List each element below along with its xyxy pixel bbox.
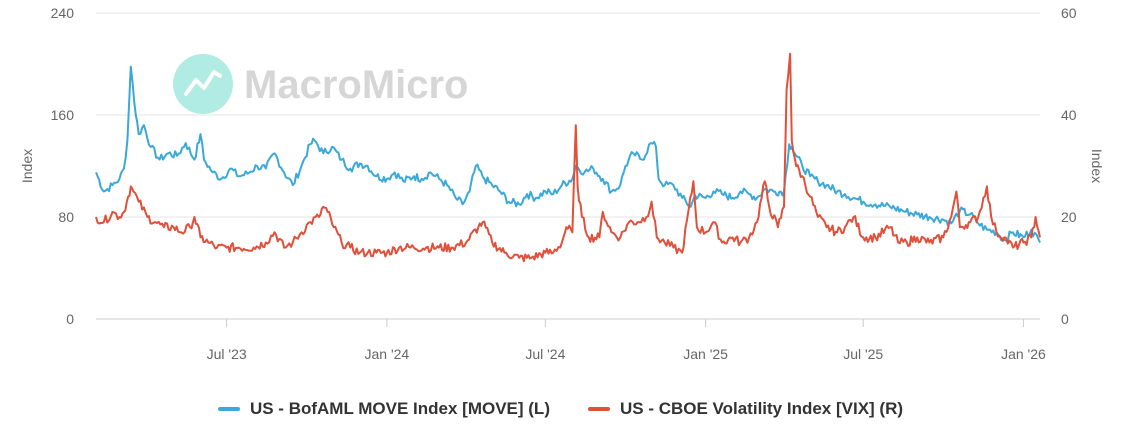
y-right-tick-label: 60 <box>1061 5 1077 21</box>
y-right-tick-label: 20 <box>1061 209 1077 225</box>
watermark-logo-icon <box>173 54 233 114</box>
gridlines <box>96 12 1040 320</box>
y-axis-left-title: Index <box>19 149 35 183</box>
y-left-tick-label: 160 <box>51 107 75 123</box>
watermark-text: MacroMicro <box>244 63 469 107</box>
y-axis-right-title: Index <box>1089 149 1105 183</box>
y-left-tick-label: 0 <box>66 311 74 327</box>
y-left-tick-label: 80 <box>58 209 74 225</box>
legend-swatch-vix <box>587 407 610 411</box>
x-tick-label: Jul '25 <box>843 346 883 362</box>
legend: US - BofAML MOVE Index [MOVE] (L) US - C… <box>0 392 1121 426</box>
legend-label-vix: US - CBOE Volatility Index [VIX] (R) <box>619 399 904 418</box>
x-tick-label: Jul '24 <box>525 346 565 362</box>
y-left-tick-label: 240 <box>51 5 75 21</box>
chart-svg: MacroMicro 0 80 160 240 0 20 40 60 Jul '23 Jan … <box>19 5 1105 362</box>
x-tick-label: Jan '25 <box>683 346 728 362</box>
x-tick-label: Jul '23 <box>207 346 247 362</box>
x-tick-label: Jan '24 <box>365 346 410 362</box>
series-group <box>95 52 1041 263</box>
legend-swatch-move <box>217 407 240 411</box>
watermark-chart-icon <box>184 70 222 96</box>
legend-item-move[interactable]: US - BofAML MOVE Index [MOVE] (L) <box>217 399 550 419</box>
y-right-tick-label: 40 <box>1061 107 1077 123</box>
series-line-move[interactable] <box>95 65 1041 243</box>
y-axis-left: 0 80 160 240 <box>51 5 75 327</box>
x-axis: Jul '23 Jan '24 Jul '24 Jan '25 Jul '25 Jan '… <box>96 318 1046 362</box>
legend-item-vix[interactable]: US - CBOE Volatility Index [VIX] (R) <box>587 399 904 419</box>
legend-label-move: US - BofAML MOVE Index [MOVE] (L) <box>249 399 550 418</box>
watermark: MacroMicro <box>173 54 469 114</box>
x-tick-label: Jan '26 <box>1001 346 1046 362</box>
y-axis-right: 0 20 40 60 <box>1061 5 1077 327</box>
series-line-vix[interactable] <box>95 52 1041 263</box>
y-right-tick-label: 0 <box>1061 311 1069 327</box>
